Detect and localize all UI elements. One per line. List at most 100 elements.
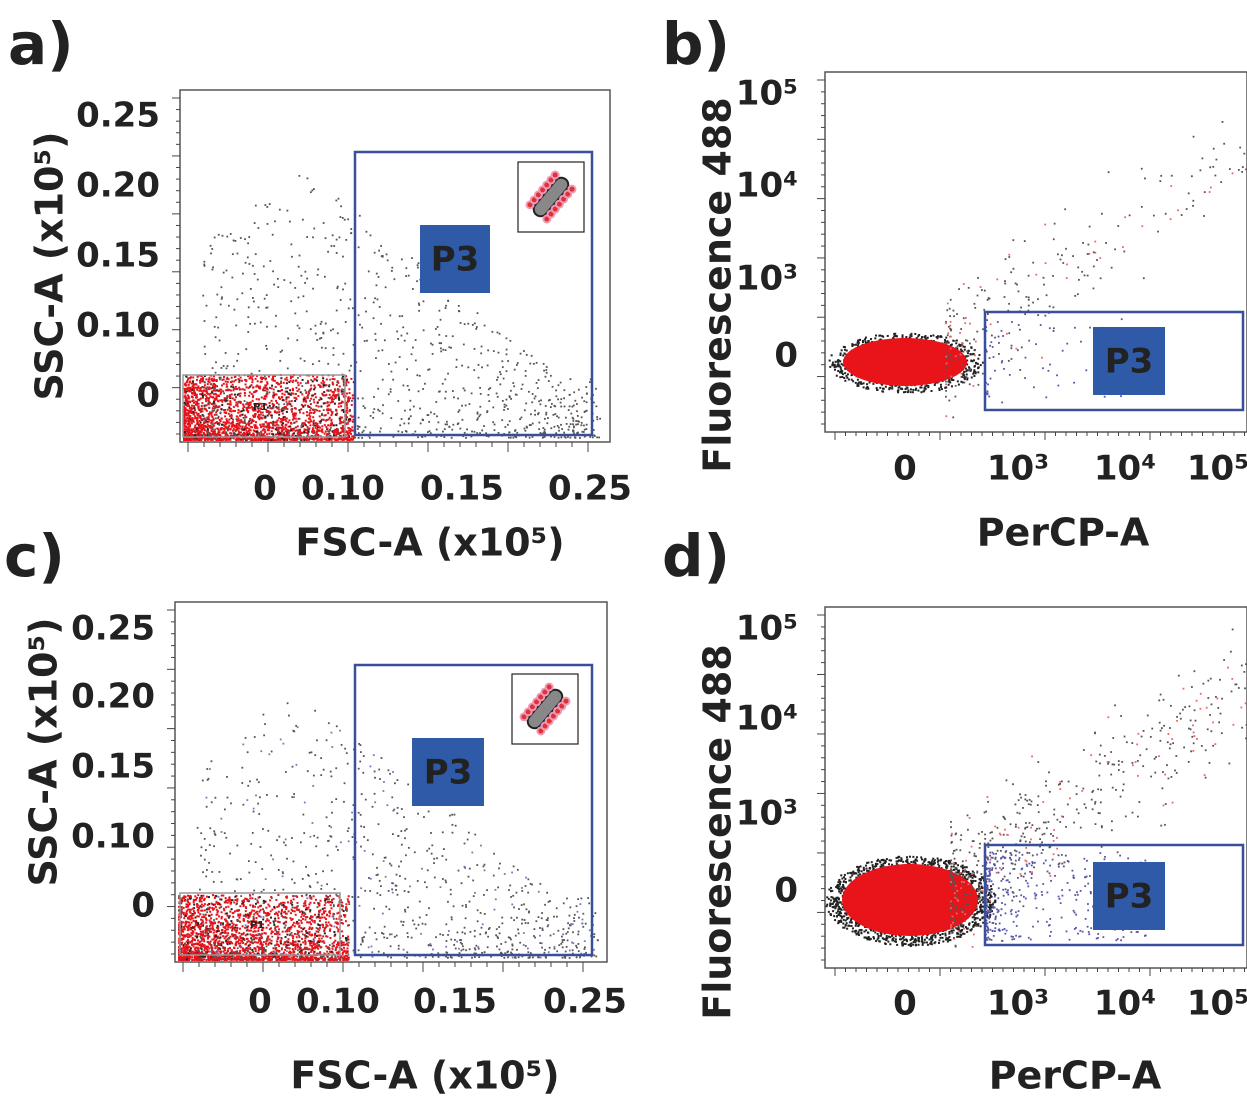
event [329,379,331,381]
event [297,382,299,384]
event [194,392,196,394]
event [248,424,250,426]
event [237,353,239,355]
event [272,403,274,405]
event [342,953,344,955]
event [388,393,390,395]
event [303,422,305,424]
event [212,410,214,412]
event [253,429,255,431]
event [391,267,393,269]
event [186,398,188,400]
event [503,378,505,380]
event [1028,305,1030,307]
event [294,313,296,315]
event [309,424,311,426]
event [306,432,308,434]
event [238,438,240,440]
event [958,288,960,290]
event [589,381,591,383]
event [402,385,404,387]
event [240,419,242,421]
event [235,434,237,436]
event [843,377,845,379]
event [341,393,343,395]
event [188,412,190,414]
event [202,295,204,297]
event [225,381,227,383]
event [220,420,222,422]
event [349,397,351,399]
event [361,437,363,439]
event [306,236,308,238]
event [844,353,846,355]
event [537,387,539,389]
event [910,391,912,393]
event [236,360,238,362]
plot-frame [175,602,607,962]
event [474,348,476,350]
event [194,407,196,409]
event [589,436,591,438]
event [952,416,954,418]
event [295,380,297,382]
event [1141,168,1143,170]
event [342,401,344,403]
event [575,424,577,426]
event [1093,266,1095,268]
event [214,414,216,416]
event [944,387,946,389]
event [403,423,405,425]
event [281,420,283,422]
event [939,336,941,338]
event [333,354,335,356]
event [216,379,218,381]
event [264,417,266,419]
event [266,206,268,208]
event [1111,267,1113,269]
event [264,398,266,400]
event [427,414,429,416]
event [456,359,458,361]
event [412,347,414,349]
event [288,396,290,398]
event [1204,191,1206,193]
event [289,221,291,223]
event [401,431,403,433]
event [342,425,344,427]
event [234,399,236,401]
event [211,914,213,916]
event [409,409,411,411]
event [228,378,230,380]
event [294,933,296,935]
event [1044,315,1046,317]
event [553,426,555,428]
event [252,395,254,397]
event [395,362,397,364]
event [289,438,291,440]
event [271,415,273,417]
event [389,315,391,317]
event [264,431,266,433]
event [272,433,274,435]
event [267,389,269,391]
event [340,416,342,418]
event [1021,346,1023,348]
event [965,368,967,370]
event [289,403,291,405]
event [260,414,262,416]
event [948,384,950,386]
event [275,400,277,402]
event [194,959,196,961]
event [193,411,195,413]
event [897,390,899,392]
event [215,372,217,374]
event [352,307,354,309]
event [1144,178,1146,180]
event [265,389,267,391]
event [218,390,220,392]
event [298,327,300,329]
event [458,310,460,312]
event [266,326,268,328]
event [498,352,500,354]
